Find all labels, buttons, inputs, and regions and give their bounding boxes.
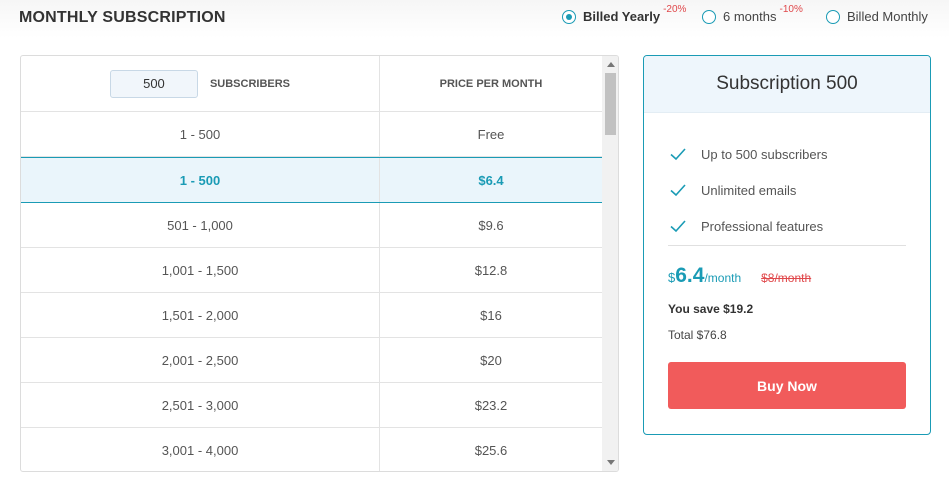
radio-monthly[interactable] xyxy=(826,9,840,24)
price-cell: $12.8 xyxy=(474,262,508,278)
price-cell: $25.6 xyxy=(474,442,508,458)
table-header-row: SUBSCRIBERS PRICE PER MONTH xyxy=(21,56,602,112)
table-scrollbar[interactable] xyxy=(602,56,618,471)
table-row[interactable]: 2,001 - 2,500 $20 xyxy=(21,338,602,383)
subscribers-header-cell: SUBSCRIBERS xyxy=(21,56,380,111)
old-price: $8/month xyxy=(761,271,812,285)
currency-symbol: $ xyxy=(668,270,676,285)
feature-list: Up to 500 subscribers Unlimited emails P… xyxy=(669,136,827,244)
billing-option-monthly[interactable]: Billed Monthly xyxy=(826,9,928,24)
price-cell: Free xyxy=(477,126,505,142)
header-strip xyxy=(0,0,949,38)
pricing-table-body: SUBSCRIBERS PRICE PER MONTH 1 - 500 Free… xyxy=(21,56,602,471)
range-cell: 2,501 - 3,000 xyxy=(21,383,380,427)
subscribers-input[interactable] xyxy=(109,69,198,98)
page-title: MONTHLY SUBSCRIPTION xyxy=(19,9,226,26)
billing-option-6-months[interactable]: 6 months -10% xyxy=(702,4,803,24)
billing-option-label: Billed Monthly xyxy=(847,9,928,24)
table-row[interactable]: 1 - 500 Free xyxy=(21,112,602,157)
range-cell: 3,001 - 4,000 xyxy=(21,428,380,471)
price-cell: $6.4 xyxy=(478,172,504,188)
table-row[interactable]: 501 - 1,000 $9.6 xyxy=(21,203,602,248)
buy-now-button[interactable]: Buy Now xyxy=(668,362,906,409)
discount-badge: -10% xyxy=(779,4,803,15)
range-cell: 1 - 500 xyxy=(21,158,380,202)
range-cell: 2,001 - 2,500 xyxy=(21,338,380,382)
price-cell: $16 xyxy=(480,307,502,323)
check-icon xyxy=(670,148,686,161)
divider xyxy=(668,245,906,246)
table-row[interactable]: 1,001 - 1,500 $12.8 xyxy=(21,248,602,293)
triangle-up-icon[interactable] xyxy=(607,62,615,67)
feature-label: Unlimited emails xyxy=(701,182,797,198)
radio-yearly[interactable] xyxy=(562,9,576,24)
radio-6-months[interactable] xyxy=(702,9,716,24)
pricing-table: SUBSCRIBERS PRICE PER MONTH 1 - 500 Free… xyxy=(20,55,619,472)
billing-option-label: Billed Yearly xyxy=(583,9,661,24)
feature-label: Up to 500 subscribers xyxy=(701,146,828,162)
table-row[interactable]: 1,501 - 2,000 $16 xyxy=(21,293,602,338)
price-amount: 6.4 xyxy=(675,264,705,287)
feature-item: Unlimited emails xyxy=(669,172,827,208)
feature-item: Up to 500 subscribers xyxy=(669,136,827,172)
price-cell: $23.2 xyxy=(474,397,508,413)
plan-title: Subscription 500 xyxy=(716,73,858,94)
range-cell: 501 - 1,000 xyxy=(21,203,380,247)
scroll-thumb[interactable] xyxy=(605,73,616,135)
triangle-down-icon[interactable] xyxy=(607,460,615,465)
price-period: /month xyxy=(704,271,742,285)
savings-text: You save $19.2 xyxy=(668,302,754,316)
billing-option-yearly[interactable]: Billed Yearly -20% xyxy=(562,4,686,24)
discount-badge: -20% xyxy=(663,4,687,15)
range-cell: 1,001 - 1,500 xyxy=(21,248,380,292)
feature-label: Professional features xyxy=(701,218,824,234)
total-text: Total $76.8 xyxy=(668,328,727,342)
price-header: PRICE PER MONTH xyxy=(439,77,543,90)
subscribers-header: SUBSCRIBERS xyxy=(209,77,291,90)
price-cell: $9.6 xyxy=(478,217,504,233)
billing-option-label: 6 months xyxy=(723,9,777,24)
plan-card: Subscription 500 Up to 500 subscribers U… xyxy=(643,55,931,435)
range-cell: 1,501 - 2,000 xyxy=(21,293,380,337)
table-row-selected[interactable]: 1 - 500 $6.4 xyxy=(21,157,602,203)
plan-price: $ 6.4 /month $8/month xyxy=(668,264,811,288)
table-row[interactable]: 3,001 - 4,000 $25.6 xyxy=(21,428,602,471)
table-row[interactable]: 2,501 - 3,000 $23.2 xyxy=(21,383,602,428)
range-cell: 1 - 500 xyxy=(21,112,380,156)
feature-item: Professional features xyxy=(669,208,827,244)
check-icon xyxy=(670,220,686,233)
plan-header: Subscription 500 xyxy=(644,56,930,113)
check-icon xyxy=(670,184,686,197)
price-cell: $20 xyxy=(480,352,502,368)
